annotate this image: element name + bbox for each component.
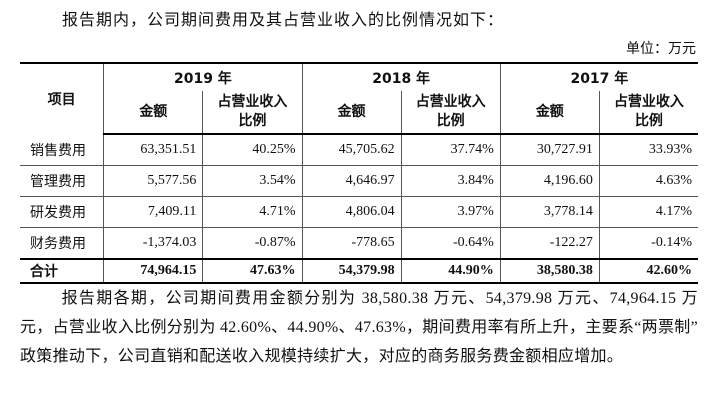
cell: 4,196.60 (499, 165, 600, 197)
cell: -0.87% (202, 227, 303, 260)
intro-text: 报告期内，公司期间费用及其占营业收入的比例情况如下： (62, 12, 505, 29)
row-label: 研发费用 (20, 196, 105, 228)
total-cell: 38,580.38 (499, 258, 600, 284)
sub-header-text: 金额 (535, 103, 564, 120)
cell: 4.71% (202, 196, 303, 228)
sub-header: 金额 (499, 91, 600, 135)
cell: 7,409.11 (103, 196, 204, 228)
cell: 63,351.51 (103, 134, 204, 166)
cell: 4,806.04 (301, 196, 402, 228)
table-head: 项目 2019 年 2018 年 2017 年金额 占营业收入比例 金额 占营业收入比例 金额… (20, 62, 698, 135)
cell: -0.64% (400, 227, 501, 260)
data-row: 财务费用 -1,374.03 -0.87% -778.65 -0.64% -122.27-… (20, 227, 698, 260)
cell: 3.97% (400, 196, 501, 228)
expense-table: 项目 2019 年 2018 年 2017 年金额 占营业收入比例 金额 占营业收入比例 金额… (20, 62, 698, 284)
cell: 45,705.62 (301, 134, 402, 166)
cell: 37.74% (400, 134, 501, 166)
cell: 5,577.56 (103, 165, 204, 197)
year-header: 2018 年 (301, 62, 501, 91)
data-row: 研发费用 7,409.11 4.71% 4,806.04 3.97% 3,778.14 4.… (20, 196, 698, 228)
year-header: 2019 年 (103, 62, 303, 91)
total-label: 合计 (20, 258, 105, 284)
unit-label: 单位：万元 (626, 42, 696, 57)
cell: -0.14% (598, 227, 698, 260)
cell: 33.93% (598, 134, 698, 166)
cell: -122.27 (499, 227, 600, 260)
sub-header: 占营业收入比例 (202, 91, 303, 135)
cell: -1,374.03 (103, 227, 204, 260)
sub-header-text: 占营业收入比例 (613, 94, 684, 129)
cell: 4,646.97 (301, 165, 402, 197)
subheader-row: 金额 占营业收入比例 金额 占营业收入比例 金额 占营业收入比例 (20, 91, 698, 135)
cell: 3.84% (400, 165, 501, 197)
sub-header-text: 金额 (139, 103, 168, 120)
total-cell: 44.90% (400, 258, 501, 284)
sub-header: 占营业收入比例 (598, 91, 698, 135)
row-label: 财务费用 (20, 227, 105, 260)
sub-header: 金额 (103, 91, 204, 135)
row-label: 销售费用 (20, 134, 105, 166)
total-cell: 74,964.15 (103, 258, 204, 284)
cell: 4.17% (598, 196, 698, 228)
sub-header-text: 占营业收入比例 (415, 94, 486, 129)
cell: 3.54% (202, 165, 303, 197)
total-cell: 42.60% (598, 258, 698, 284)
sub-header: 金额 (301, 91, 402, 135)
cell: 30,727.91 (499, 134, 600, 166)
row-label: 管理费用 (20, 165, 105, 197)
table-body: 销售费用 63,351.51 40.25% 45,705.62 37.74% 30,727… (20, 134, 698, 284)
sub-header: 占营业收入比例 (400, 91, 501, 135)
cell: 4.63% (598, 165, 698, 197)
data-row: 销售费用 63,351.51 40.25% 45,705.62 37.74% 30,727… (20, 134, 698, 166)
header-row: 项目 2019 年 2018 年 2017 年 (20, 62, 698, 134)
sub-header-text: 金额 (337, 103, 366, 120)
total-row: 合计 74,964.15 47.63% 54,379.98 44.90% 38,580.3… (20, 258, 698, 284)
total-cell: 47.63% (202, 258, 303, 284)
paragraph: 报告期各期，公司期间费用金额分别为 38,580.38 万元、54,379.98… (20, 290, 698, 365)
sub-header-text: 占营业收入比例 (217, 94, 288, 129)
data-row: 管理费用 5,577.56 3.54% 4,646.97 3.84% 4,196.60 4.… (20, 165, 698, 197)
year-header: 2017 年 (499, 62, 698, 91)
cell: 3,778.14 (499, 196, 600, 228)
cell: 40.25% (202, 134, 303, 166)
item-header: 项目 (20, 62, 105, 134)
cell: -778.65 (301, 227, 402, 260)
total-cell: 54,379.98 (301, 258, 402, 284)
